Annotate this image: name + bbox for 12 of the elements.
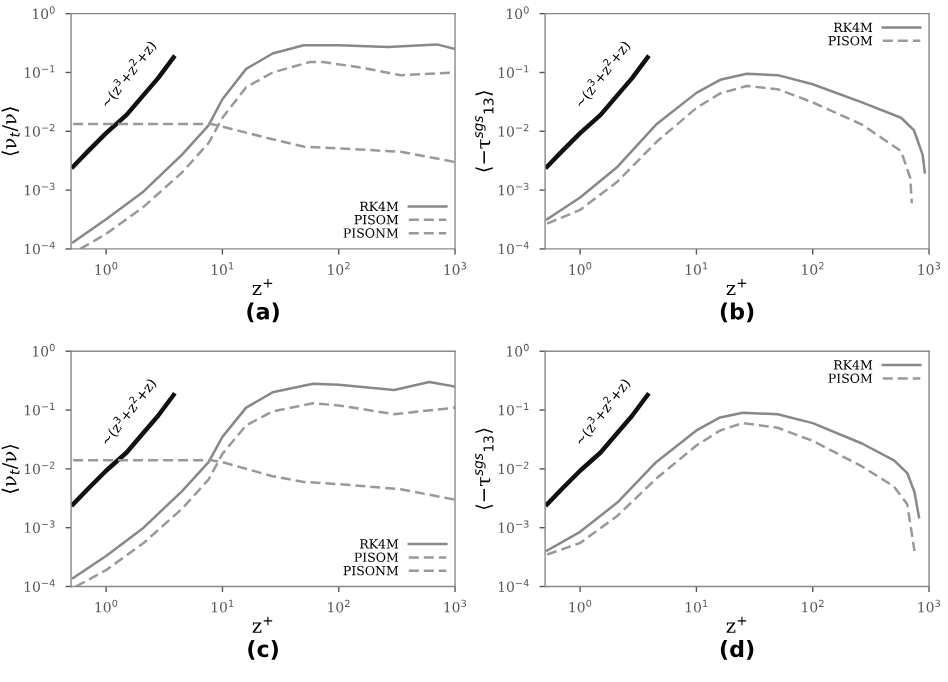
text: (d) — [720, 640, 754, 660]
y-axis-title: ⟨−τ$^{sgs}$$_{13}$⟩ — [475, 428, 494, 510]
x-axis-title: z$^{+}$ — [252, 616, 273, 633]
x-axis-title: z$^{+}$ — [726, 279, 747, 296]
y-axis-title: ⟨ν$_{t}$/ν⟩ — [1, 444, 20, 493]
text: (b) — [720, 302, 754, 323]
text: (c) — [248, 640, 278, 660]
x-axis-title: z$^{+}$ — [726, 616, 747, 633]
text: (a) — [247, 302, 279, 323]
x-axis-title: z$^{+}$ — [252, 279, 273, 296]
y-axis-title: ⟨ν$_{t}$/ν⟩ — [1, 107, 20, 156]
y-axis-title: ⟨−τ$^{sgs}$$_{13}$⟩ — [475, 91, 494, 172]
